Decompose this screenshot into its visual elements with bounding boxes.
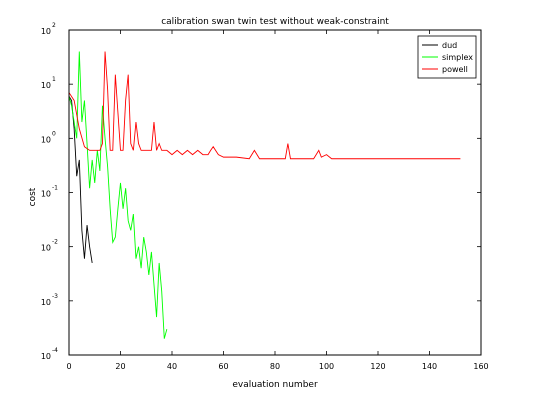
x-tick-label: 20 bbox=[115, 362, 125, 371]
y-tick-label-base: 10 bbox=[41, 81, 51, 90]
x-tick-label: 60 bbox=[218, 362, 228, 371]
series-line-powell bbox=[68, 51, 461, 160]
legend-label-powell: powell bbox=[442, 65, 468, 74]
x-tick-label: 0 bbox=[66, 362, 71, 371]
x-tick-label: 100 bbox=[319, 362, 334, 371]
y-tick-label-exponent: 0 bbox=[52, 130, 56, 137]
y-tick-label-base: 10 bbox=[41, 27, 51, 36]
x-tick-label: 40 bbox=[167, 362, 177, 371]
y-tick-label-exponent: 1 bbox=[52, 76, 56, 83]
series-line-simplex bbox=[68, 51, 168, 339]
x-tick-label: 160 bbox=[473, 362, 488, 371]
y-tick-label-base: 10 bbox=[41, 135, 51, 144]
y-axis-label: cost bbox=[28, 187, 38, 206]
y-tick-label-exponent: -3 bbox=[52, 293, 58, 300]
x-tick-label: 80 bbox=[270, 362, 280, 371]
plot-area-frame bbox=[68, 29, 482, 356]
legend-label-simplex: simplex bbox=[442, 53, 473, 62]
x-tick-label: 140 bbox=[422, 362, 437, 371]
y-tick-label-exponent: -4 bbox=[52, 347, 58, 354]
y-tick-label-base: 10 bbox=[41, 190, 51, 199]
legend: dud simplex powell bbox=[417, 35, 477, 79]
y-tick-label-exponent: -2 bbox=[52, 239, 58, 246]
y-tick-label-base: 10 bbox=[41, 298, 51, 307]
legend-label-dud: dud bbox=[442, 41, 457, 50]
series-layer bbox=[68, 51, 461, 339]
y-tick-label-exponent: -1 bbox=[52, 185, 58, 192]
x-axis-label: evaluation number bbox=[232, 380, 318, 390]
y-tick-label-base: 10 bbox=[41, 352, 51, 361]
y-tick-label-base: 10 bbox=[41, 244, 51, 253]
x-tick-label: 120 bbox=[370, 362, 385, 371]
y-tick-label-exponent: 2 bbox=[52, 22, 56, 29]
chart-title: calibration swan twin test without weak-… bbox=[161, 17, 389, 27]
